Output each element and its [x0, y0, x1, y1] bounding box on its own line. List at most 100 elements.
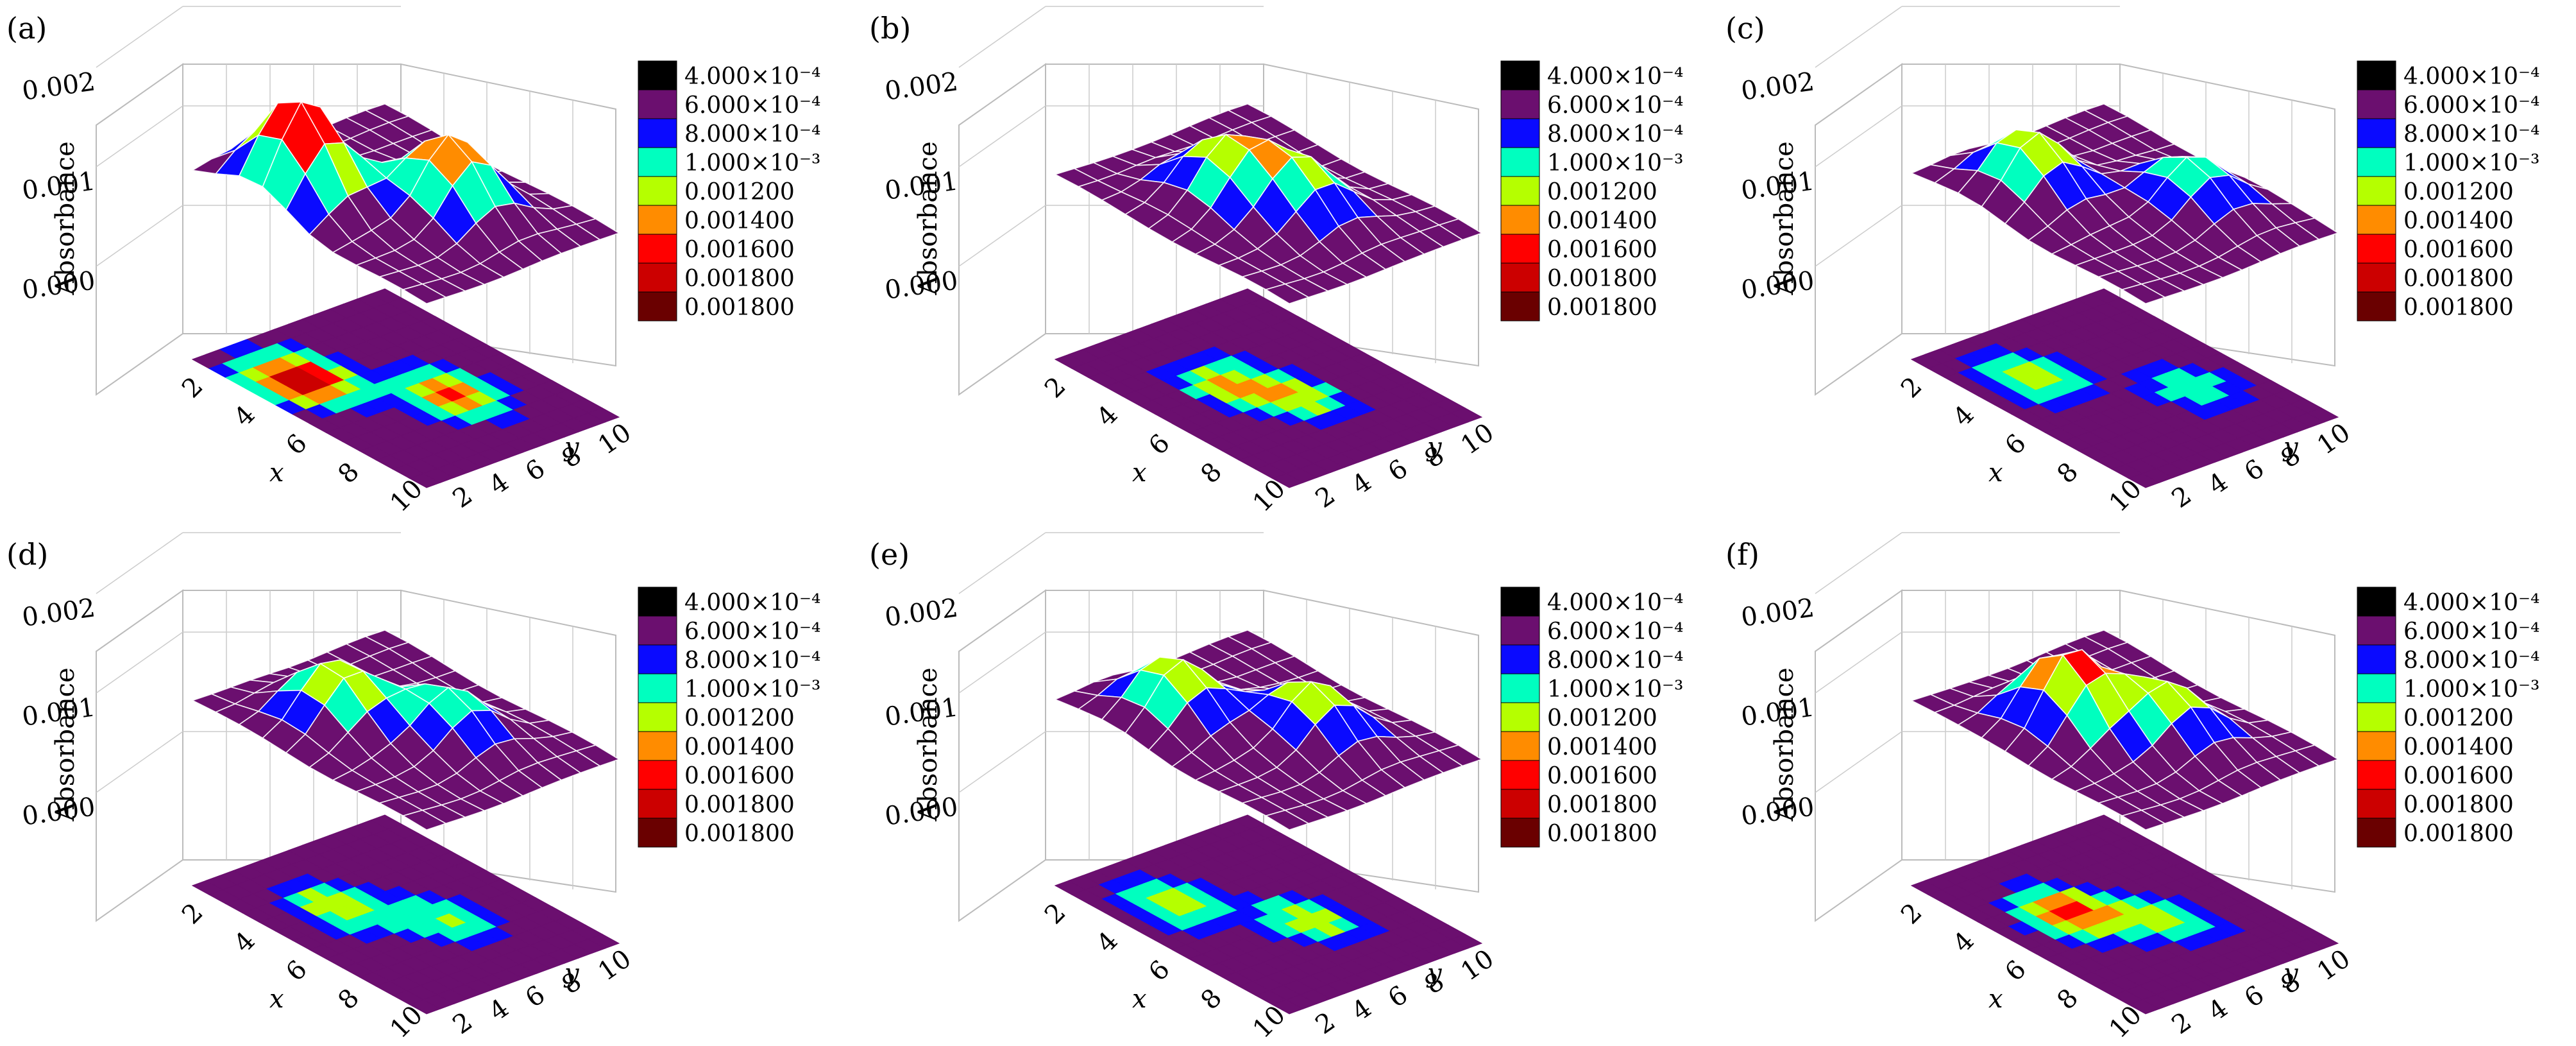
back-wall-left [958, 589, 1046, 922]
grid-line [958, 105, 1046, 167]
surface-cell [2121, 283, 2166, 305]
colorbar-label: 1.000×10⁻³ [1547, 150, 1683, 176]
colorbar-label: 1.000×10⁻³ [2403, 150, 2539, 176]
x-tick-label: 2 [1895, 372, 1928, 404]
colorbar-label: 8.000×10⁻⁴ [2403, 647, 2539, 674]
colorbar-label: 6.000×10⁻⁴ [1547, 92, 1683, 119]
x-axis-label: x [269, 984, 284, 1014]
colorbar-label: 6.000×10⁻⁴ [684, 92, 820, 119]
x-tick-label: 6 [280, 429, 313, 461]
z-tick-label: 0.002 [1740, 593, 1817, 632]
colorbar-label: 6.000×10⁻⁴ [684, 619, 820, 645]
colorbar-label: 0.001800 [684, 792, 795, 818]
surface-cell [402, 809, 447, 831]
colorbar-swatch [638, 262, 677, 293]
y-tick-label: 6 [520, 454, 550, 487]
x-tick-label: 4 [1091, 926, 1124, 959]
y-axis-label: y [2282, 433, 2299, 462]
colorbar-swatch [1500, 760, 1540, 790]
surface-cell [1264, 809, 1310, 831]
colorbar-swatch [1500, 147, 1540, 177]
colorbar-swatch [638, 789, 677, 819]
contour-cell [2307, 934, 2339, 949]
x-tick-label: 4 [228, 400, 261, 433]
colorbar-label: 8.000×10⁻⁴ [684, 647, 820, 674]
y-tick-label: 6 [1383, 454, 1413, 487]
colorbar-label: 0.001800 [1547, 821, 1657, 847]
colorbar-label: 0.001800 [684, 821, 795, 847]
colorbar-label: 0.001800 [2403, 266, 2514, 292]
colorbar-swatch [638, 615, 677, 646]
colorbar-swatch [638, 60, 677, 90]
colorbar-swatch [2357, 176, 2396, 206]
z-axis-label: Absorbance [51, 141, 80, 296]
back-wall-left [96, 589, 183, 922]
colorbar-swatch [2357, 615, 2396, 646]
grid-line [96, 105, 183, 167]
colorbar-label: 0.001600 [684, 763, 795, 789]
colorbar-swatch [2357, 205, 2396, 235]
y-tick-label: 4 [2203, 467, 2233, 501]
colorbar-swatch [2357, 731, 2396, 761]
grid-line [1815, 731, 1902, 793]
y-tick-label: 2 [1310, 481, 1341, 514]
colorbar-swatch [638, 587, 677, 617]
x-tick-label: 2 [176, 372, 209, 404]
colorbar-swatch [1500, 262, 1540, 293]
colorbar-swatch [2357, 262, 2396, 293]
grid-line [96, 731, 183, 793]
colorbar-label: 1.000×10⁻³ [2403, 676, 2539, 703]
grid-line [1815, 631, 1902, 694]
grid-line [1815, 105, 1902, 167]
colorbar-label: 4.000×10⁻⁴ [1547, 64, 1683, 90]
contour-cell [588, 407, 620, 423]
x-tick-label: 8 [332, 457, 365, 490]
colorbar-label: 8.000×10⁻⁴ [684, 121, 820, 148]
panel-label: (d) [6, 537, 48, 572]
x-tick-label: 2 [1039, 898, 1072, 930]
colorbar-label: 0.001400 [684, 734, 795, 760]
colorbar-label: 0.001400 [1547, 734, 1657, 760]
back-wall-left [96, 63, 183, 396]
colorbar-swatch [638, 89, 677, 119]
colorbar-label: 0.001800 [2403, 792, 2514, 818]
y-tick-label: 6 [2239, 454, 2269, 487]
contour-cell [1450, 934, 1483, 949]
colorbar-label: 4.000×10⁻⁴ [684, 590, 820, 616]
colorbar-label: 0.001600 [684, 237, 795, 263]
x-tick-label: 6 [280, 955, 313, 988]
contour-cell [588, 934, 620, 949]
z-tick-label: 0.002 [21, 67, 97, 106]
y-axis-label: y [563, 959, 580, 988]
surface-cell [1264, 283, 1310, 305]
y-axis-label: y [1426, 433, 1443, 462]
colorbar-swatch [1500, 644, 1540, 674]
x-tick-label: 2 [176, 898, 209, 930]
colorbar-label: 1.000×10⁻³ [684, 676, 820, 703]
colorbar-swatch [2357, 234, 2396, 264]
grid-line [958, 731, 1046, 793]
colorbar-swatch [1500, 731, 1540, 761]
back-wall-left [958, 63, 1046, 396]
colorbar-label: 0.001600 [1547, 237, 1657, 263]
colorbar-label: 1.000×10⁻³ [1547, 676, 1683, 703]
z-axis-label: Absorbance [51, 667, 80, 822]
grid-line [958, 205, 1046, 267]
colorbar-swatch [638, 760, 677, 790]
colorbar-swatch [1500, 234, 1540, 264]
x-axis-label: x [1988, 984, 2003, 1014]
colorbar-label: 0.001600 [1547, 763, 1657, 789]
y-axis-label: y [1426, 959, 1443, 988]
colorbar-swatch [2357, 673, 2396, 703]
colorbar-swatch [1500, 176, 1540, 206]
x-tick-label: 8 [2051, 457, 2084, 490]
colorbar-label: 6.000×10⁻⁴ [2403, 619, 2539, 645]
y-tick-label: 2 [2167, 1007, 2197, 1040]
colorbar-swatch [1500, 291, 1540, 322]
z-tick-label: 0.002 [883, 593, 960, 632]
colorbar-label: 0.001200 [684, 705, 795, 732]
